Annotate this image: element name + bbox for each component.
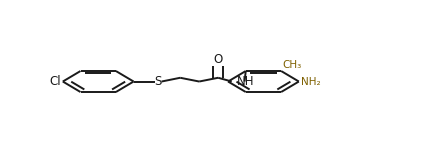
Text: S: S bbox=[154, 75, 161, 88]
Text: O: O bbox=[213, 53, 222, 66]
Text: Cl: Cl bbox=[50, 75, 61, 88]
Text: NH: NH bbox=[237, 75, 254, 88]
Text: CH₃: CH₃ bbox=[282, 60, 301, 70]
Text: NH₂: NH₂ bbox=[300, 77, 320, 87]
